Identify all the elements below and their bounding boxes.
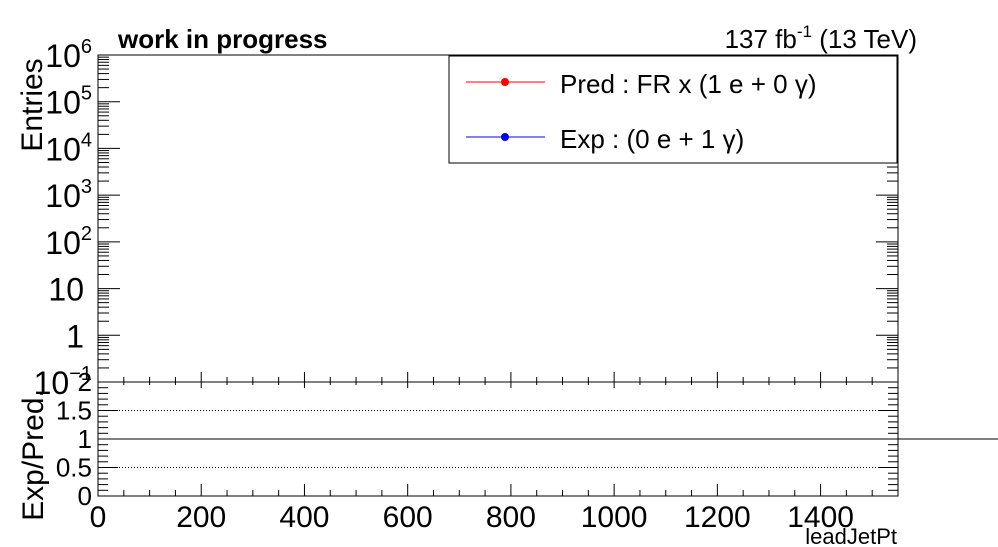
main-y-tick-base: 10 [48,272,84,308]
ratio-reference-lines [98,410,898,468]
ratio-y-ticks [98,381,898,497]
legend-entry-exp: Exp : (0 e + 1 γ) [466,124,744,154]
main-y-tick-label: 1 [66,318,84,354]
legend-pred-label: Pred : FR x (1 e + 0 γ) [560,69,816,99]
main-y-tick-base: 10 [45,178,81,214]
luminosity-exponent: -1 [797,22,812,41]
ratio-y-tick-labels: 00.511.52 [56,367,92,511]
x-axis-title: leadJetPt [805,524,897,547]
main-y-tick-label: 105 [45,83,92,121]
main-y-tick-base: 10 [45,225,81,261]
main-y-tick-exponent: 6 [81,36,92,58]
legend-entry-pred: Pred : FR x (1 e + 0 γ) [466,69,816,99]
ratio-x-tick-label: 1200 [684,501,751,534]
main-y-tick-exponent: 3 [81,176,92,198]
main-x-ticks [97,372,899,382]
ratio-x-tick-label: 1400 [787,501,854,534]
ratio-y-tick-label: 1.5 [56,396,92,426]
energy-label: (13 TeV) [812,24,917,54]
ratio-x-tick-label: 1000 [581,501,648,534]
legend: Pred : FR x (1 e + 0 γ) Exp : (0 e + 1 γ… [448,55,898,164]
luminosity-value: 137 fb [725,24,797,54]
main-y-ticks [98,56,898,383]
main-y-tick-base: 10 [34,365,70,401]
main-y-tick-label: 106 [45,36,92,74]
legend-exp-label: Exp : (0 e + 1 γ) [560,124,744,154]
legend-box [448,55,898,164]
legend-pred-marker [501,78,509,86]
ratio-x-ticks [97,382,899,496]
main-y-tick-exponent: 2 [81,223,92,245]
main-y-tick-base: 10 [45,85,81,121]
main-y-tick-base: 1 [66,318,84,354]
ratio-y-tick-label: 0.5 [56,453,92,483]
main-y-tick-label: 104 [45,129,92,167]
ratio-x-tick-label: 800 [486,501,536,534]
ratio-x-tick-label: 600 [383,501,433,534]
main-y-tick-label: 10−1 [34,363,92,401]
main-y-tick-label: 10 [48,272,84,308]
main-y-tick-exponent: 5 [81,83,92,105]
main-y-tick-exponent: −1 [69,363,92,385]
ratio-x-tick-label: 200 [176,501,226,534]
main-y-tick-base: 10 [45,131,81,167]
ratio-x-tick-label: 400 [279,501,329,534]
main-y-tick-label: 103 [45,176,92,214]
main-y-tick-label: 102 [45,223,92,261]
luminosity-label: 137 fb-1 (13 TeV) [725,22,917,54]
ratio-y-tick-label: 0 [78,481,92,511]
main-y-tick-base: 10 [45,38,81,74]
ratio-x-tick-label: 0 [90,501,107,534]
ratio-y-axis-title: Exp/Pred. [17,389,50,521]
header-label: work in progress [117,24,328,54]
main-y-axis-title: Entries [16,58,49,151]
main-y-tick-exponent: 4 [81,129,92,151]
legend-exp-marker [501,133,509,141]
ratio-y-tick-label: 1 [78,424,92,454]
ratio-x-tick-labels: 0 200 400 600 800 1000 1200 1400 [90,501,854,534]
ratio-y-tick-label: 2 [78,367,92,397]
